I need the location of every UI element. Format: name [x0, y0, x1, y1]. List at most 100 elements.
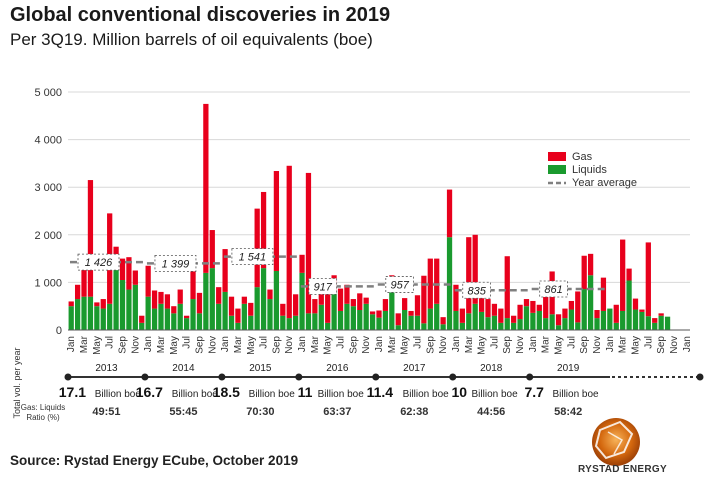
x-tick-label: Mar: [387, 335, 398, 353]
year-average-label: 1 426: [85, 257, 113, 269]
total-volume-value: 11.4: [367, 384, 394, 400]
x-tick-label: Mar: [618, 335, 629, 353]
x-tick-label: Nov: [130, 336, 141, 354]
bar-gas: [485, 299, 491, 318]
bar-liquids: [94, 306, 100, 330]
x-tick-label: Jan: [528, 336, 539, 352]
bar-liquids: [498, 322, 504, 330]
total-volume-unit: Billion boe: [552, 389, 599, 400]
bar-gas: [632, 298, 639, 310]
year-average-label: 861: [544, 284, 562, 296]
bar-gas: [491, 303, 498, 316]
year-label: 2016: [326, 363, 349, 374]
bar-gas: [267, 289, 273, 300]
bar-liquids: [235, 322, 241, 330]
bar-liquids: [190, 299, 196, 330]
bar-liquids: [350, 306, 356, 330]
total-volume-row-label: Total vol. per year: [12, 347, 22, 418]
bar-liquids: [549, 314, 555, 330]
x-tick-label: Jul: [643, 336, 654, 349]
bar-liquids: [369, 314, 376, 330]
x-tick-label: May: [477, 336, 488, 355]
x-tick-label: Mar: [541, 335, 552, 353]
bar-gas: [466, 237, 472, 314]
bar-liquids: [177, 303, 183, 330]
bar-gas: [171, 306, 177, 314]
x-tick-label: Jan: [297, 336, 308, 352]
year-average-label: 1 399: [162, 258, 190, 270]
bar-gas: [575, 291, 581, 323]
bar-gas: [402, 298, 408, 311]
x-tick-label: May: [246, 336, 257, 355]
bar-liquids: [126, 289, 132, 330]
timeline-dot: [64, 373, 72, 381]
bar-gas: [228, 296, 235, 316]
timeline-dot: [218, 373, 226, 381]
bar-liquids: [267, 299, 273, 330]
bar-liquids: [357, 310, 363, 330]
x-tick-label: Nov: [515, 336, 526, 354]
bar-liquids: [453, 310, 459, 330]
bar-gas: [620, 239, 626, 311]
bar-liquids: [517, 319, 523, 330]
x-tick-label: Jan: [682, 336, 693, 352]
bar-liquids: [286, 318, 292, 330]
gas-liquids-ratio: 44:56: [477, 406, 505, 418]
bar-liquids: [440, 324, 446, 330]
total-volume-value: 16.7: [136, 384, 163, 400]
x-tick-label: Mar: [464, 335, 475, 353]
bar-gas: [568, 300, 575, 310]
bar-gas: [145, 265, 151, 297]
bar-gas: [273, 171, 280, 271]
bar-liquids: [414, 315, 421, 330]
timeline-dot: [449, 373, 457, 381]
bar-liquids: [645, 316, 651, 330]
bar-liquids: [478, 311, 485, 330]
legend-average-label: Year average: [572, 177, 637, 189]
bar-liquids: [466, 313, 472, 330]
bar-gas: [68, 301, 74, 307]
bar-gas: [318, 285, 324, 305]
bar-gas: [235, 308, 241, 323]
total-volume-value: 7.7: [524, 384, 544, 400]
bar-liquids: [658, 315, 664, 330]
bar-liquids: [376, 317, 382, 330]
bar-liquids: [68, 306, 74, 330]
legend-gas-label: Gas: [572, 151, 593, 163]
x-tick-label: Jan: [66, 336, 77, 352]
bar-liquids: [652, 322, 658, 330]
year-average-box: [154, 255, 197, 272]
bar-gas: [478, 285, 485, 312]
year-average-box: [231, 248, 274, 266]
bar-gas: [286, 165, 292, 319]
bar-gas: [254, 208, 260, 288]
bar-gas: [94, 302, 100, 307]
bar-liquids: [434, 303, 440, 330]
bar-liquids: [293, 315, 299, 330]
bar-liquids: [305, 313, 312, 330]
bar-liquids: [536, 310, 542, 330]
total-volume-unit: Billion boe: [318, 389, 365, 400]
bar-liquids: [113, 258, 119, 330]
bar-liquids: [107, 303, 113, 330]
bar-liquids: [145, 296, 151, 330]
gas-liquids-ratio: 58:42: [554, 406, 582, 418]
bar-liquids: [562, 318, 568, 330]
x-tick-label: Sep: [579, 336, 590, 354]
bar-liquids: [639, 311, 645, 330]
total-volume-value: 11: [298, 384, 313, 400]
bar-liquids: [228, 315, 235, 330]
bar-liquids: [575, 322, 581, 330]
legend-gas-swatch: [548, 152, 566, 161]
year-average-label: 835: [467, 285, 486, 297]
bar-liquids: [427, 308, 433, 330]
bar-gas: [177, 289, 183, 304]
bar-gas: [504, 256, 510, 319]
bar-liquids: [363, 303, 369, 330]
bar-liquids: [632, 309, 639, 330]
bar-gas: [312, 299, 318, 314]
year-label: 2013: [95, 363, 118, 374]
bar-liquids: [337, 310, 344, 330]
total-volume-value: 17.1: [59, 384, 86, 400]
